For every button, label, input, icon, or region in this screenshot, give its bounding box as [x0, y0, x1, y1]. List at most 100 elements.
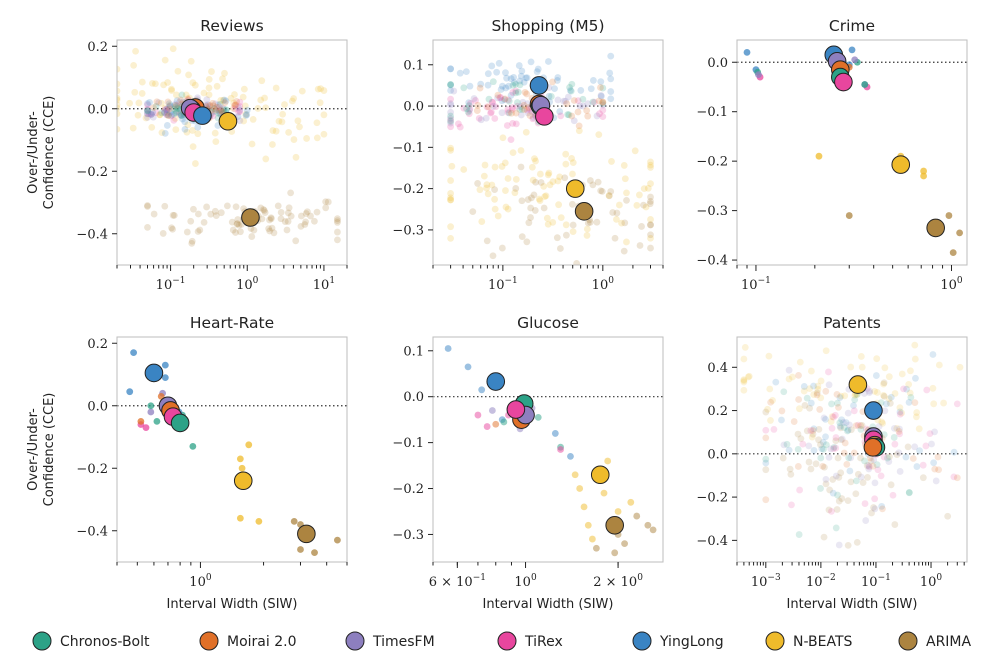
- point-n-beats: [501, 159, 509, 167]
- point-tirex: [475, 114, 483, 122]
- legend-item-chronos-bolt: Chronos-Bolt: [32, 631, 150, 651]
- point-tirex: [472, 97, 479, 104]
- point-moirai-2-0: [492, 420, 500, 428]
- point-arima: [613, 209, 621, 217]
- point-yinglong: [743, 48, 751, 56]
- y-axis-label: Over-/Under-Confidence (CCE): [26, 393, 57, 507]
- point-n-beats: [740, 386, 748, 394]
- point-yinglong: [144, 100, 151, 107]
- point-n-beats: [920, 167, 928, 175]
- point-n-beats: [529, 176, 537, 184]
- point-tirex: [512, 87, 520, 95]
- point-n-beats: [642, 203, 650, 211]
- point-n-beats: [117, 96, 121, 104]
- point-n-beats: [117, 94, 121, 102]
- point-arima: [274, 202, 282, 210]
- mean-marker-moirai-2-0: [863, 438, 883, 457]
- point-n-beats: [491, 163, 499, 171]
- point-yinglong: [597, 78, 605, 86]
- point-timesfm: [517, 111, 525, 119]
- point-tirex: [460, 104, 468, 112]
- point-yinglong: [607, 52, 615, 60]
- point-n-beats: [631, 147, 639, 155]
- point-tirex: [465, 110, 473, 118]
- x-tick-label: 10−3: [751, 573, 781, 590]
- point-n-beats: [254, 105, 262, 112]
- point-arima: [640, 201, 647, 209]
- point-arima: [568, 200, 576, 208]
- point-n-beats: [279, 110, 287, 118]
- point-timesfm: [832, 472, 840, 480]
- point-arima: [847, 426, 855, 434]
- point-yinglong: [800, 383, 808, 390]
- point-n-beats: [168, 85, 175, 93]
- point-moirai-2-0: [935, 466, 943, 474]
- point-n-beats: [504, 205, 512, 213]
- point-n-beats: [541, 193, 549, 200]
- point-arima: [527, 204, 535, 212]
- point-n-beats: [117, 125, 121, 133]
- x-tick-label: 10−2: [806, 573, 836, 590]
- legend-item-yinglong: YingLong: [632, 631, 724, 651]
- point-tirex: [796, 486, 804, 494]
- point-chronos-bolt: [565, 111, 573, 119]
- point-arima: [809, 430, 817, 438]
- point-arima: [880, 379, 888, 387]
- plot-area: [117, 45, 347, 247]
- point-tirex: [489, 98, 496, 106]
- point-arima: [535, 293, 542, 300]
- point-n-beats: [881, 364, 889, 372]
- point-chronos-bolt: [489, 78, 497, 86]
- y-tick-label: −0.3: [392, 528, 424, 543]
- point-n-beats: [249, 116, 257, 123]
- point-timesfm: [755, 71, 762, 79]
- point-moirai-2-0: [809, 427, 817, 434]
- point-yinglong: [829, 489, 837, 497]
- point-n-beats: [298, 87, 306, 95]
- point-moirai-2-0: [911, 399, 919, 407]
- point-timesfm: [825, 453, 833, 461]
- point-yinglong: [607, 75, 615, 83]
- point-arima: [212, 212, 220, 220]
- point-n-beats: [576, 485, 584, 492]
- point-n-beats: [898, 409, 906, 417]
- point-n-beats: [806, 385, 814, 393]
- point-n-beats: [765, 352, 773, 360]
- point-yinglong: [499, 82, 506, 90]
- point-timesfm: [780, 441, 788, 449]
- point-arima: [474, 180, 481, 187]
- y-tick-label: 0.0: [707, 447, 728, 462]
- point-n-beats: [623, 238, 630, 246]
- point-n-beats: [161, 104, 169, 112]
- point-tirex: [447, 116, 455, 124]
- panel-title: Patents: [823, 314, 881, 332]
- point-n-beats: [255, 517, 263, 525]
- point-yinglong: [179, 115, 186, 123]
- point-moirai-2-0: [568, 112, 576, 120]
- point-yinglong: [149, 108, 157, 116]
- point-tirex: [509, 89, 517, 96]
- point-arima: [837, 469, 845, 477]
- point-n-beats: [810, 391, 818, 398]
- point-yinglong: [163, 122, 171, 129]
- point-moirai-2-0: [584, 112, 592, 120]
- point-n-beats: [313, 134, 321, 142]
- point-n-beats: [535, 195, 543, 203]
- point-timesfm: [579, 102, 587, 110]
- point-yinglong: [518, 67, 526, 75]
- point-timesfm: [593, 112, 601, 120]
- point-arima: [794, 430, 802, 438]
- point-n-beats: [294, 117, 302, 125]
- point-arima: [322, 204, 330, 212]
- point-n-beats: [173, 108, 180, 116]
- point-n-beats: [814, 382, 822, 390]
- y-tick-label: 0.1: [403, 344, 424, 359]
- point-n-beats: [130, 62, 138, 69]
- point-arima: [825, 506, 833, 514]
- point-n-beats: [240, 85, 248, 93]
- point-n-beats: [531, 155, 538, 162]
- point-chronos-bolt: [762, 455, 770, 463]
- point-timesfm: [827, 445, 835, 453]
- point-timesfm: [147, 110, 155, 118]
- point-arima: [844, 497, 852, 505]
